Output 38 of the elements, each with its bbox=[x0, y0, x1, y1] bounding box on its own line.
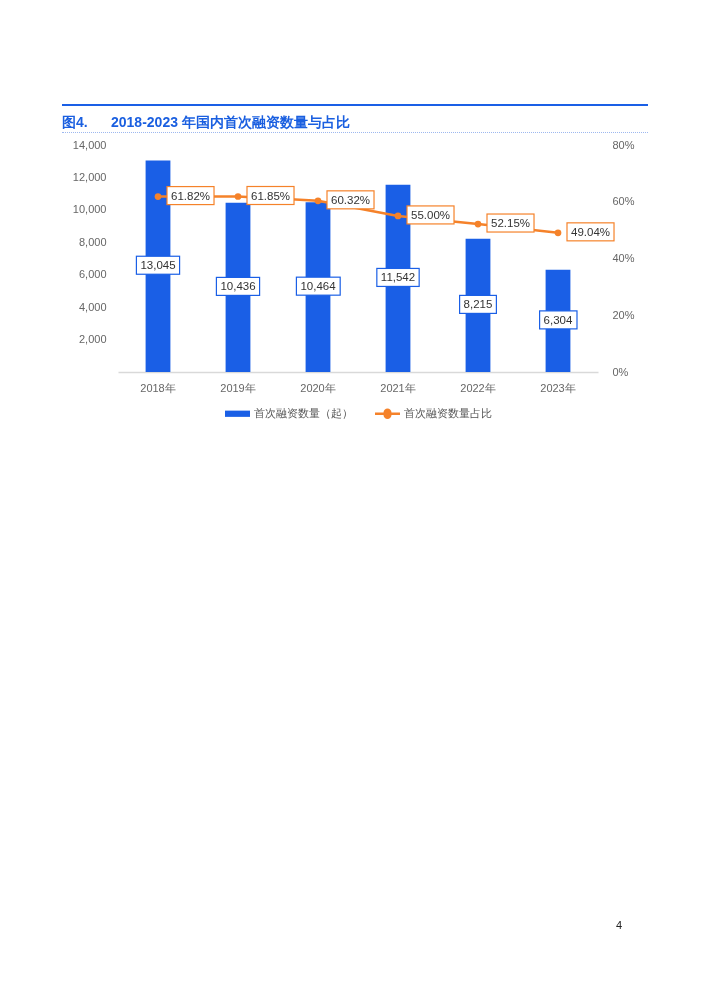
legend-label: 首次融资数量占比 bbox=[404, 406, 492, 419]
point bbox=[394, 212, 402, 220]
data-label: 61.85% bbox=[251, 189, 291, 202]
x-tick-label: 2022年 bbox=[460, 381, 496, 394]
data-label: 61.82% bbox=[171, 189, 211, 202]
y-tick-label: 8,000 bbox=[78, 235, 107, 248]
y-tick-label: 2,000 bbox=[78, 333, 107, 346]
chart-title: 图4. 2018-2023 年国内首次融资数量与占比 bbox=[62, 114, 350, 130]
x-tick-label: 2020年 bbox=[300, 381, 336, 394]
text: 4 bbox=[615, 919, 622, 931]
x-tick-label: 2023年 bbox=[540, 381, 576, 394]
point bbox=[554, 229, 562, 237]
point bbox=[154, 193, 162, 200]
y-tick-label: 4,000 bbox=[78, 300, 107, 313]
x-tick-label: 2018年 bbox=[140, 381, 176, 394]
x-tick-label: 2019年 bbox=[220, 381, 256, 394]
point bbox=[234, 193, 242, 200]
data-label: 60.32% bbox=[331, 193, 371, 206]
y-tick-label: 12,000 bbox=[72, 170, 107, 183]
y-tick-label: 6,000 bbox=[78, 268, 107, 281]
y2-tick-label: 20% bbox=[612, 308, 635, 321]
data-label: 10,436 bbox=[220, 280, 256, 293]
data-label: 49.04% bbox=[571, 225, 611, 238]
y2-tick-label: 40% bbox=[612, 252, 635, 264]
data-label: 55.00% bbox=[411, 208, 451, 221]
point bbox=[314, 197, 322, 205]
data-label: 6,304 bbox=[543, 313, 573, 326]
data-label: 52.15% bbox=[491, 217, 531, 230]
data-label: 13,045 bbox=[140, 259, 176, 272]
data-label: 10,464 bbox=[300, 280, 337, 293]
y-tick-label: 10,000 bbox=[72, 203, 107, 216]
y2-tick-label: 60% bbox=[612, 195, 635, 208]
y2-tick-label: 0% bbox=[612, 365, 629, 378]
legend-label: 首次融资数量（起） bbox=[254, 406, 353, 419]
x-tick-label: 2021年 bbox=[380, 381, 416, 394]
y2-tick-label: 80% bbox=[612, 138, 635, 151]
y-tick-label: 14,000 bbox=[72, 138, 107, 151]
point bbox=[474, 220, 482, 228]
